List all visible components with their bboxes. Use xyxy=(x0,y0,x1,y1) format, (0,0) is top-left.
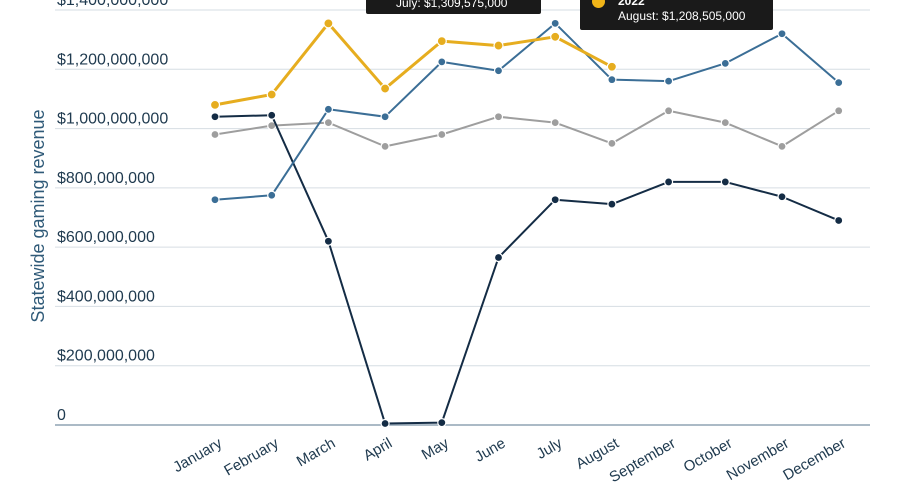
tooltip-july: July: $1,309,575,000 xyxy=(366,0,541,14)
data-point[interactable] xyxy=(380,418,390,429)
data-point[interactable] xyxy=(777,29,787,39)
data-point[interactable] xyxy=(266,89,277,100)
data-point[interactable] xyxy=(267,110,277,120)
data-point[interactable] xyxy=(720,177,730,187)
x-tick-label: January xyxy=(170,434,225,476)
data-point[interactable] xyxy=(323,118,333,128)
data-point[interactable] xyxy=(380,83,391,94)
series-line xyxy=(214,114,840,425)
y-tick-label: $600,000,000 xyxy=(57,229,155,246)
data-point[interactable] xyxy=(607,138,617,148)
data-point[interactable] xyxy=(720,118,730,128)
data-point[interactable] xyxy=(380,112,390,122)
series-1 xyxy=(210,106,844,151)
data-point[interactable] xyxy=(834,215,844,226)
series-lines xyxy=(209,18,844,429)
data-point[interactable] xyxy=(493,40,504,51)
data-point[interactable] xyxy=(663,106,674,116)
data-point[interactable] xyxy=(380,141,390,151)
data-point[interactable] xyxy=(437,129,447,140)
x-tick-label: May xyxy=(419,434,452,463)
data-point[interactable] xyxy=(437,57,447,67)
data-point[interactable] xyxy=(210,195,220,205)
tooltip-series-name: 2022 xyxy=(618,0,645,8)
y-tick-label: $1,000,000,000 xyxy=(57,111,168,128)
data-point[interactable] xyxy=(267,190,277,200)
series-4 xyxy=(209,18,618,110)
y-tick-labels: 0 $200,000,000 $400,000,000 $600,000,000 $80… xyxy=(57,0,168,424)
series-line xyxy=(214,22,840,201)
series-3 xyxy=(210,18,844,205)
data-point[interactable] xyxy=(493,252,504,263)
y-tick-label: $200,000,000 xyxy=(57,348,155,365)
x-tick-label: April xyxy=(361,435,395,465)
data-point[interactable] xyxy=(550,31,561,42)
data-point[interactable] xyxy=(663,76,674,86)
tooltip-series-dot xyxy=(592,0,605,8)
y-tick-label: $800,000,000 xyxy=(57,170,155,187)
data-point[interactable] xyxy=(437,418,447,428)
tooltip-july-text: July: $1,309,575,000 xyxy=(396,0,508,10)
series-2 xyxy=(210,110,844,429)
data-point[interactable] xyxy=(777,192,787,202)
data-point[interactable] xyxy=(834,78,844,88)
data-point[interactable] xyxy=(210,129,220,140)
x-tick-label: November xyxy=(724,435,792,484)
data-point[interactable] xyxy=(436,36,447,47)
y-tick-label: $1,400,000,000 xyxy=(57,0,168,9)
x-tick-label: July xyxy=(534,434,566,462)
data-point[interactable] xyxy=(323,236,333,246)
y-tick-label: 0 xyxy=(57,407,66,424)
data-point[interactable] xyxy=(607,199,617,209)
y-axis-label: Statewide gaming revenue xyxy=(28,109,48,322)
x-tick-label: June xyxy=(472,435,509,466)
data-point[interactable] xyxy=(720,58,730,68)
x-tick-label: December xyxy=(780,435,848,484)
tooltip-2022-text: August: $1,208,505,000 xyxy=(618,9,746,23)
data-point[interactable] xyxy=(210,112,220,122)
data-point[interactable] xyxy=(493,66,504,76)
x-tick-label: March xyxy=(294,435,339,471)
data-point[interactable] xyxy=(777,141,787,151)
y-tick-label: $400,000,000 xyxy=(57,288,155,305)
data-point[interactable] xyxy=(323,18,334,29)
data-point[interactable] xyxy=(550,118,560,128)
data-point[interactable] xyxy=(607,75,617,85)
y-tick-label: $1,200,000,000 xyxy=(57,51,168,68)
data-point[interactable] xyxy=(323,104,333,114)
data-point[interactable] xyxy=(209,99,221,110)
data-point[interactable] xyxy=(834,106,844,116)
tooltip-2022: 2022 August: $1,208,505,000 xyxy=(580,0,773,30)
data-point[interactable] xyxy=(550,18,560,28)
data-point[interactable] xyxy=(550,195,560,205)
series-line xyxy=(214,21,613,107)
data-point[interactable] xyxy=(493,112,504,122)
data-point[interactable] xyxy=(606,61,618,72)
data-point[interactable] xyxy=(663,177,674,187)
x-tick-label: February xyxy=(221,434,282,479)
